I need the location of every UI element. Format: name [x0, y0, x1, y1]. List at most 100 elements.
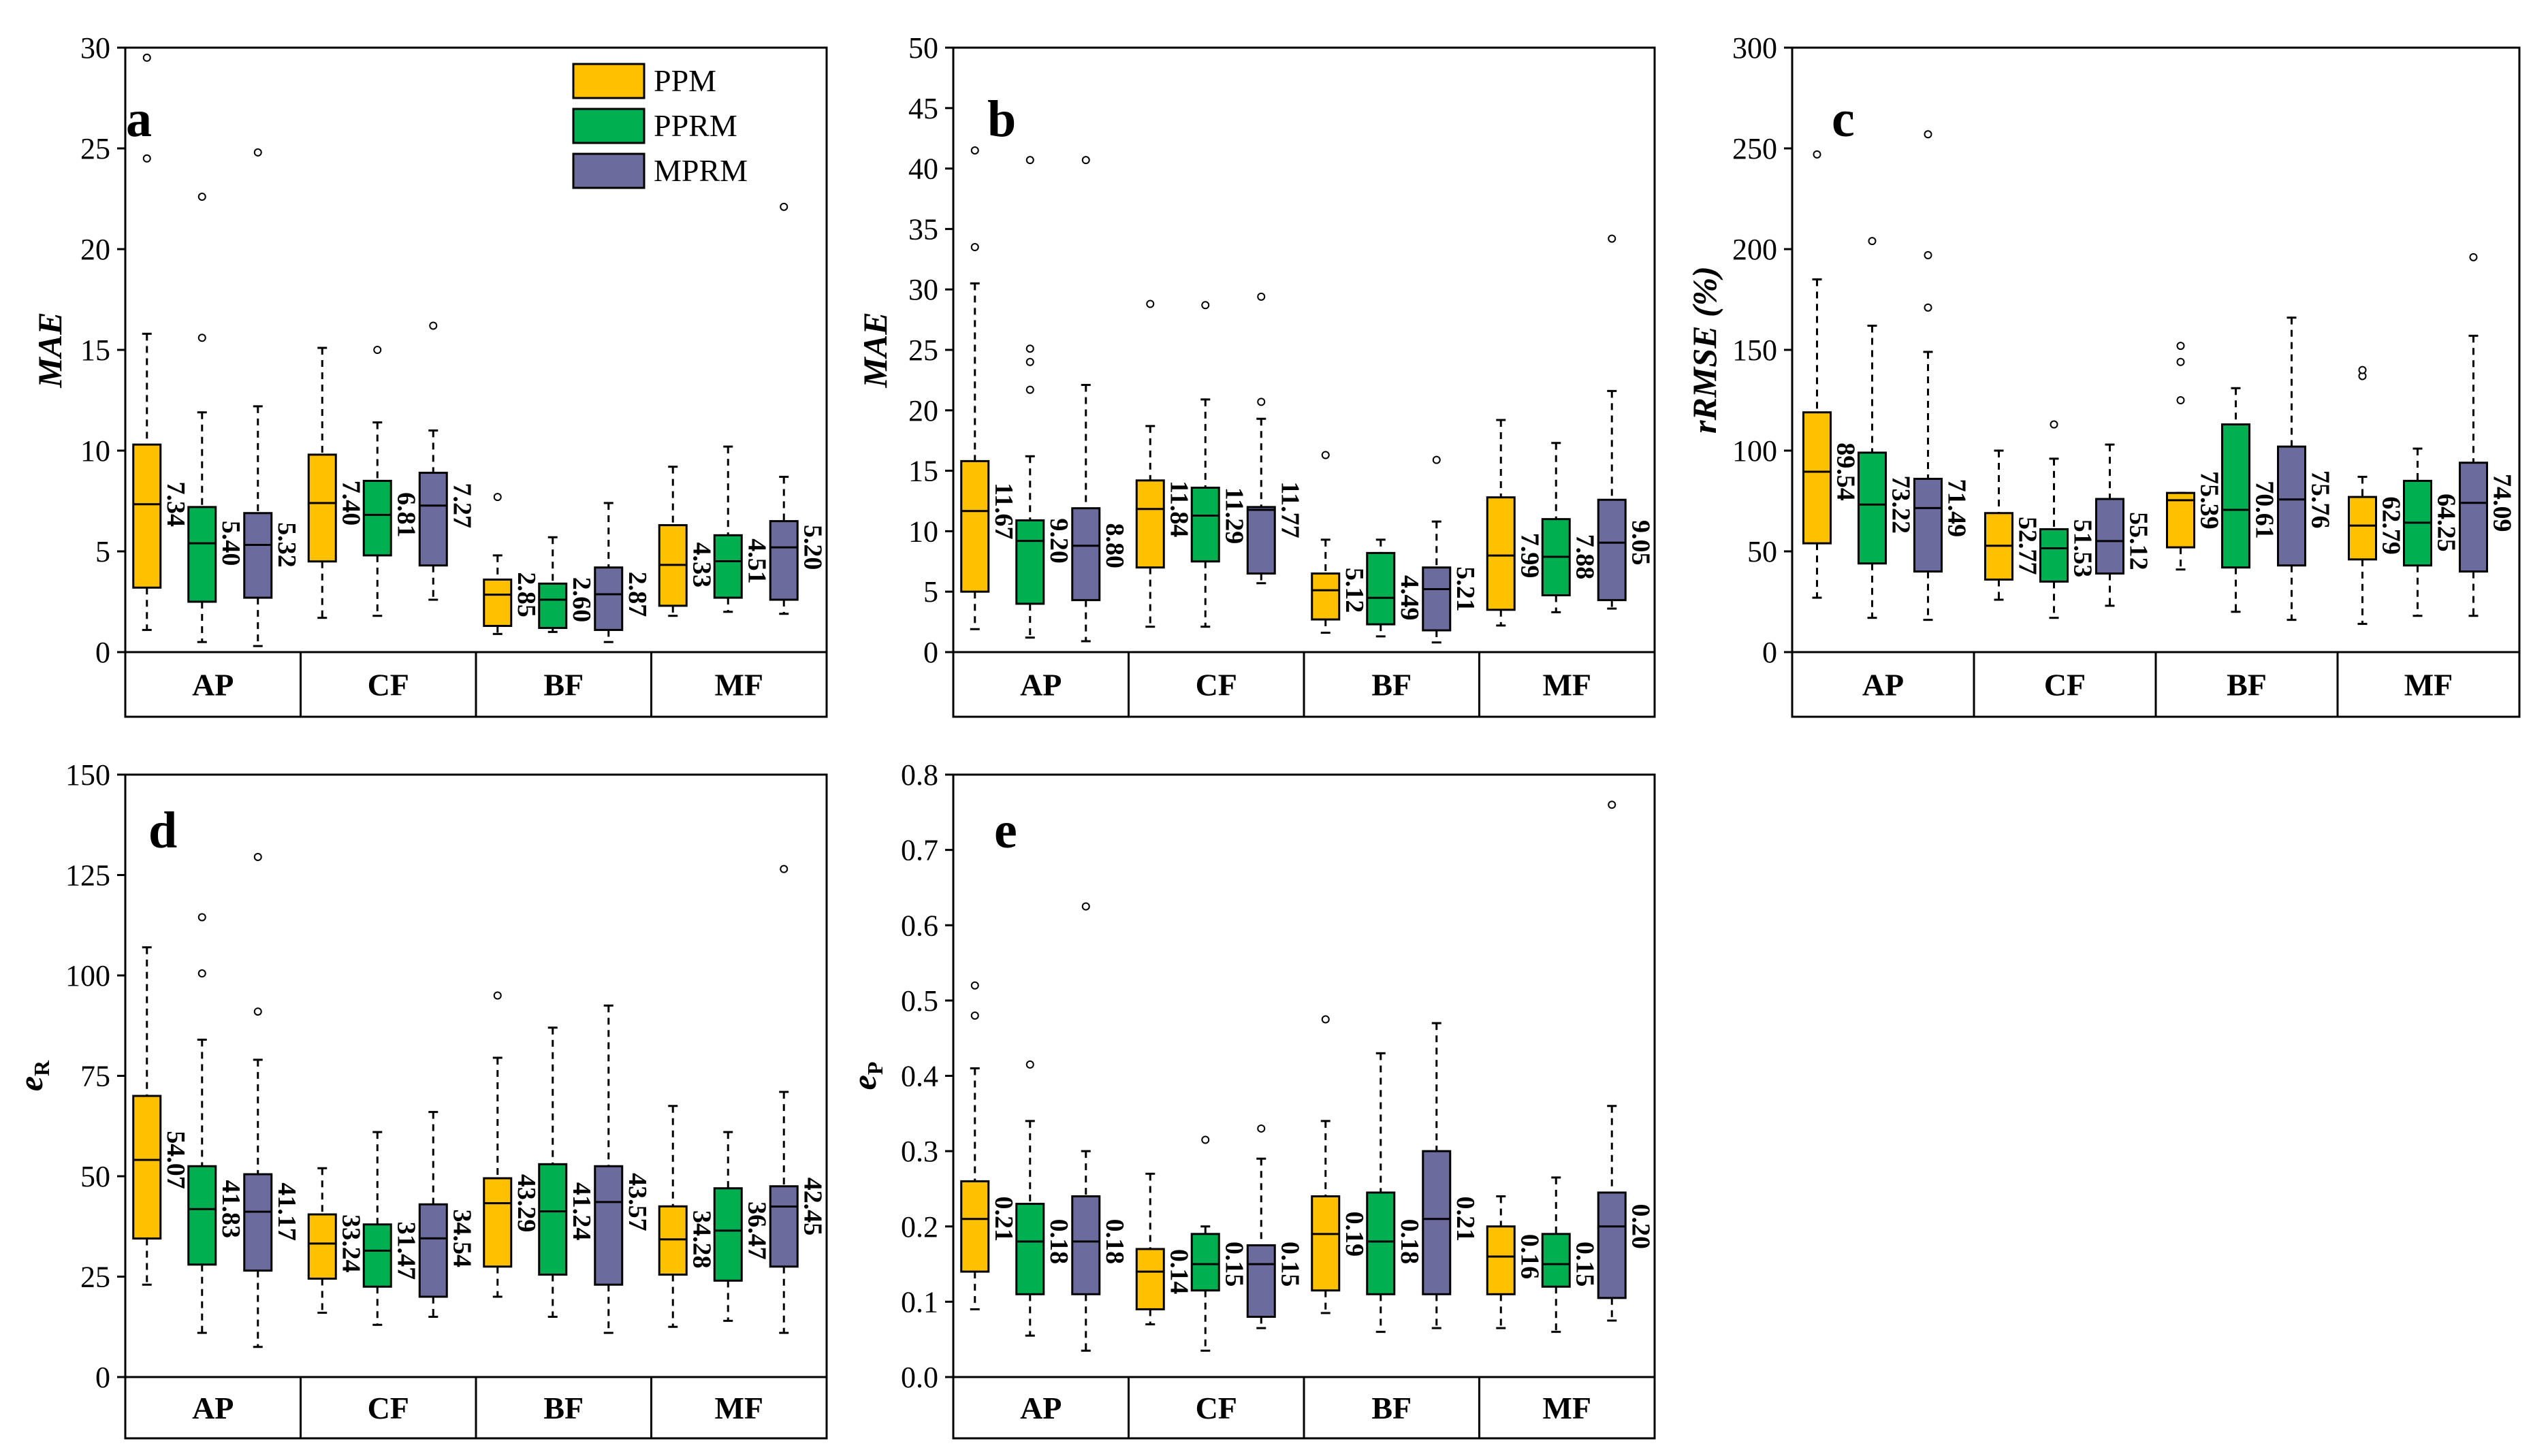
box-ppm-ap: 89.54: [1802, 150, 1860, 599]
iqr-box: [187, 1165, 217, 1266]
box-pprm-cf: 0.15: [1190, 1135, 1248, 1352]
y-tick-label: 0.7: [901, 834, 938, 867]
outlier-point: [1146, 300, 1155, 308]
y-tick-label: 10: [80, 434, 110, 468]
median-value-label: 31.47: [392, 1222, 420, 1280]
box-pprm-bf: 41.24: [538, 1026, 596, 1318]
group-label-bf: BF: [543, 668, 584, 702]
median-value-label: 0.16: [1515, 1234, 1544, 1280]
y-tick-label: 75: [80, 1060, 110, 1093]
box-ppm-ap: 54.07: [132, 946, 190, 1286]
median-value-label: 9.05: [1626, 520, 1655, 566]
box-pprm-cf: 6.81: [362, 346, 420, 617]
outlier-point: [142, 53, 151, 62]
iqr-box: [538, 582, 568, 629]
box-ppm-mf: 7.99: [1486, 419, 1544, 627]
box-pprm-bf: 4.49: [1366, 538, 1424, 638]
outlier-point: [2050, 420, 2058, 429]
plot-frame: [952, 46, 1656, 718]
median-value-label: 0.19: [1340, 1212, 1369, 1257]
median-value-label: 2.85: [512, 572, 541, 617]
y-tick-label: 0: [95, 636, 110, 669]
box-pprm-cf: 31.47: [362, 1131, 420, 1326]
panel-letter: d: [148, 802, 177, 859]
iqr-box: [2166, 491, 2195, 549]
box-pprm-mf: 0.15: [1541, 1176, 1599, 1333]
median-value-label: 7.88: [1570, 534, 1599, 580]
panel-a: AP CF BF MF 0 5 10 15 20 25 30 MAE a 7.34 7.40 2.85 4.33…: [31, 31, 828, 718]
outlier-point: [493, 991, 502, 1000]
outlier-point: [1257, 398, 1266, 406]
outlier-point: [1081, 902, 1090, 911]
box-ppm-cf: 33.24: [307, 1167, 365, 1314]
outlier-point: [429, 321, 438, 330]
iqr-box: [713, 534, 743, 599]
iqr-box: [418, 472, 448, 567]
median-value-label: 0.21: [1451, 1196, 1480, 1242]
y-tick-label: 30: [908, 273, 938, 306]
median-value-label: 7.40: [336, 481, 365, 526]
median-value-label: 75.39: [2195, 471, 2224, 530]
group-label-mf: MF: [714, 1391, 763, 1425]
iqr-box: [713, 1187, 743, 1282]
median-value-label: 41.17: [272, 1182, 301, 1241]
box-pprm-mf: 7.88: [1541, 442, 1599, 613]
y-axis-label: eP: [845, 1062, 887, 1090]
panel-e: AP CF BF MF 0.0 0.1 0.2 0.3 0.4 0.5 0.6 0.7 0.8 eP e 0.…: [845, 758, 1656, 1440]
median-value-label: 89.54: [1832, 442, 1860, 501]
outlier-point: [970, 146, 979, 155]
y-tick-label: 20: [80, 233, 110, 266]
outlier-point: [1025, 156, 1034, 165]
iqr-box: [187, 506, 217, 603]
iqr-box: [594, 566, 624, 631]
y-tick-label: 0.4: [901, 1060, 938, 1093]
median-value-label: 6.81: [392, 492, 420, 538]
y-tick-label: 0.6: [901, 909, 938, 942]
box-ppm-ap: 0.21: [960, 981, 1018, 1310]
outlier-point: [1025, 357, 1034, 366]
outlier-point: [1608, 234, 1616, 243]
box-pprm-ap: 0.18: [1015, 1060, 1073, 1337]
outlier-point: [1813, 150, 1821, 159]
y-tick-label: 0.8: [901, 758, 938, 792]
y-tick-label: 5: [923, 575, 938, 609]
legend-label-pprm: PPRM: [654, 108, 737, 143]
iqr-box: [1190, 486, 1220, 563]
y-tick-label: 15: [80, 334, 110, 367]
group-label-cf: CF: [368, 668, 409, 702]
median-value-label: 5.21: [1451, 566, 1480, 612]
box-mprm-mf: 42.45: [769, 864, 827, 1334]
iqr-box: [483, 1177, 513, 1268]
group-label-bf: BF: [1371, 668, 1412, 702]
plot-frame: [124, 773, 828, 1440]
median-value-label: 7.99: [1515, 533, 1544, 579]
y-tick-label: 200: [1732, 233, 1777, 266]
panel-d: AP CF BF MF 0 25 50 75 100 125 150 eR d 54.07 33.24 43.…: [12, 758, 828, 1440]
y-tick-label: 0.1: [901, 1285, 938, 1319]
box-ppm-mf: 0.16: [1486, 1195, 1544, 1329]
outlier-point: [197, 913, 206, 922]
group-label-mf: MF: [2404, 668, 2453, 702]
group-label-ap: AP: [192, 668, 234, 702]
box-mprm-bf: 5.21: [1422, 455, 1480, 644]
y-tick-label: 150: [65, 758, 110, 792]
median-value-label: 5.40: [217, 521, 245, 566]
box-mprm-bf: 75.76: [2277, 317, 2335, 621]
iqr-box: [1246, 506, 1276, 575]
iqr-box: [243, 1173, 273, 1272]
outlier-point: [1025, 344, 1034, 353]
box-pprm-mf: 64.25: [2403, 447, 2461, 617]
iqr-box: [1190, 1233, 1220, 1292]
plot-frame: [1791, 46, 2521, 718]
group-label-ap: AP: [192, 1391, 234, 1425]
outlier-point: [197, 193, 206, 201]
outlier-point: [1924, 250, 1932, 259]
box-pprm-bf: 2.60: [538, 536, 596, 633]
box-mprm-mf: 74.09: [2459, 253, 2517, 617]
median-value-label: 0.18: [1100, 1219, 1129, 1265]
y-tick-label: 300: [1732, 31, 1777, 65]
iqr-box: [1246, 1244, 1276, 1318]
iqr-box: [1802, 411, 1832, 545]
legend-label-ppm: PPM: [654, 63, 716, 98]
outlier-point: [2176, 357, 2185, 366]
